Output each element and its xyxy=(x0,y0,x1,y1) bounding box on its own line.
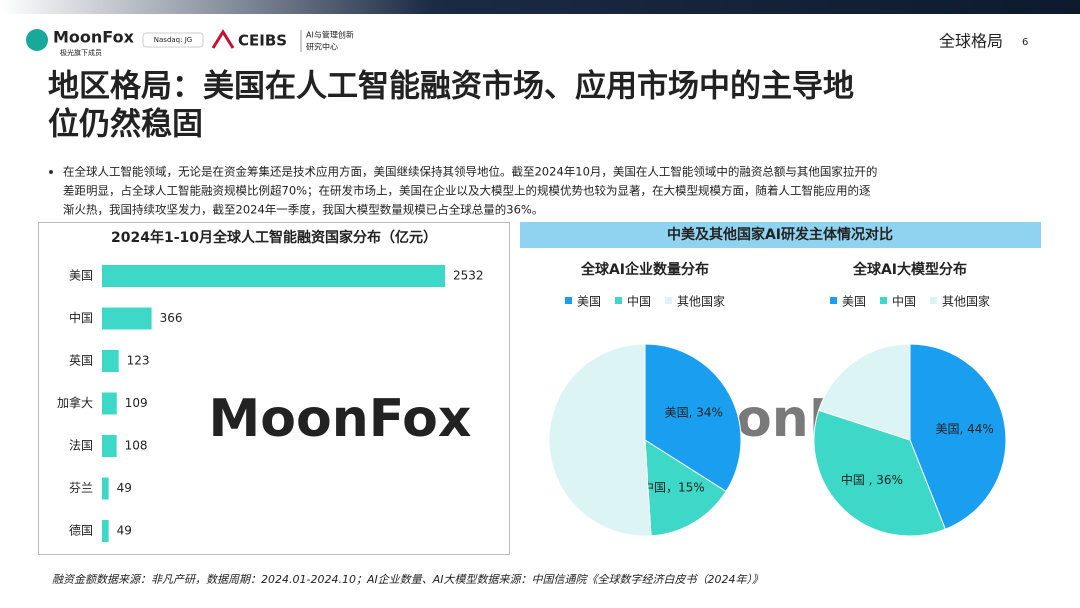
legend-label: 美国 xyxy=(577,295,601,309)
slice-label: 中国，15% xyxy=(642,479,705,494)
value-label: 49 xyxy=(117,481,132,495)
category-label: 中国 xyxy=(69,310,93,325)
value-label: 49 xyxy=(117,524,132,538)
title: 地区格局：美国在人工智能融资市场、应用市场中的主导地 xyxy=(48,69,854,105)
slice-label: 美国, 44% xyxy=(936,422,994,436)
bar xyxy=(102,520,109,542)
bar xyxy=(102,435,117,457)
legend-label: 美国 xyxy=(842,295,866,309)
brand: MoonFox xyxy=(53,28,135,47)
panel-title: 中美及其他国家AI研发主体情况对比 xyxy=(667,226,893,243)
legend-swatch xyxy=(930,297,938,304)
source: 融资金额数据来源：非凡产研，数据周期：2024.01-2024.10；AI企业数… xyxy=(52,573,763,586)
nasdaq: Nasdaq: JG xyxy=(154,36,192,44)
bullet: 差距明显，占全球人工智能融资规模比例超70%；在研发市场上，美国在企业以及大模型… xyxy=(63,184,871,198)
slice-label: 中国 , 36% xyxy=(841,472,903,487)
bar xyxy=(102,307,152,330)
panel-header xyxy=(520,222,1041,248)
legend-label: 中国 xyxy=(892,294,916,309)
value-label: 108 xyxy=(125,439,148,453)
ceibs-sub: AI与管理创新 xyxy=(306,30,354,40)
brand-sub: 极光旗下成员 xyxy=(60,48,102,57)
legend-swatch xyxy=(880,297,888,304)
pie-slice xyxy=(548,343,652,537)
category-label: 美国 xyxy=(69,269,93,283)
ceibs: CEIBS xyxy=(238,32,287,50)
legend-label: 其他国家 xyxy=(677,294,725,309)
category-label: 法国 xyxy=(69,439,93,453)
value-label: 2532 xyxy=(453,269,484,283)
pie-slice xyxy=(644,439,727,537)
ceibs-icon xyxy=(211,29,235,49)
value-label: 109 xyxy=(125,396,148,410)
top-bar xyxy=(0,0,1080,14)
chart-box xyxy=(38,222,510,555)
bullet: 渐火热，我国持续攻坚发力，截至2024年一季度，我国大模型数量规模已占全球总量的… xyxy=(63,203,543,217)
slice-label: 美国, 34% xyxy=(665,406,723,420)
bar xyxy=(102,477,109,500)
logo-icon xyxy=(26,29,48,51)
pie-slice xyxy=(813,409,946,537)
bullet: 在全球人工智能领域，无论是在资金筹集还是技术应用方面，美国继续保持其领导地位。截… xyxy=(63,165,877,179)
ceibs-sub: 研究中心 xyxy=(306,42,338,52)
value-label: 123 xyxy=(127,354,150,368)
bar xyxy=(102,265,445,287)
legend-swatch xyxy=(665,297,673,304)
pie-slice xyxy=(818,343,911,441)
bullet-dot xyxy=(49,170,53,174)
chart-title: 全球AI大模型分布 xyxy=(852,261,967,278)
nasdaq-box xyxy=(142,32,204,48)
category-label: 德国 xyxy=(69,523,93,538)
legend-swatch xyxy=(565,297,572,304)
legend-swatch xyxy=(615,297,623,304)
pie-slice xyxy=(909,343,1007,530)
value-label: 366 xyxy=(160,311,183,325)
pie-slice xyxy=(644,343,742,493)
bar xyxy=(102,392,117,415)
legend-swatch xyxy=(830,297,837,304)
section: 全球格局 xyxy=(939,32,1003,51)
chart-title: 全球AI企业数量分布 xyxy=(580,261,709,278)
category-label: 加拿大 xyxy=(57,395,93,410)
watermark: MoonFox xyxy=(209,389,472,449)
page-number: 6 xyxy=(1022,37,1028,48)
category-label: 芬兰 xyxy=(69,481,93,495)
category-label: 英国 xyxy=(69,354,93,368)
bar xyxy=(102,350,119,372)
title: 位仍然稳固 xyxy=(48,107,203,143)
legend-label: 中国 xyxy=(627,294,651,309)
chart-title: 2024年1-10月全球人工智能融资国家分布（亿元） xyxy=(111,229,437,246)
legend-label: 其他国家 xyxy=(942,294,990,309)
